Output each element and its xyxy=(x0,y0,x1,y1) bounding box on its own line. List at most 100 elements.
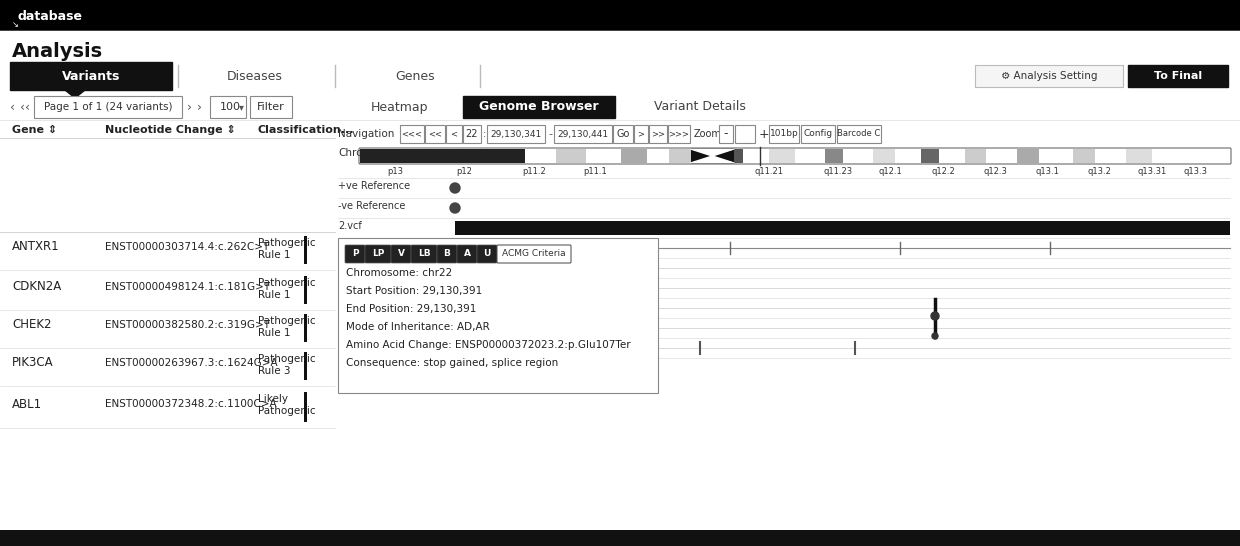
Text: Genes: Genes xyxy=(396,69,435,82)
Bar xyxy=(339,238,658,393)
Text: Classification...: Classification... xyxy=(258,125,355,135)
Text: ENST00000303714.4:c.262C>T: ENST00000303714.4:c.262C>T xyxy=(105,242,269,252)
Text: Heatmap: Heatmap xyxy=(371,100,429,114)
Text: >>: >> xyxy=(651,129,665,139)
Bar xyxy=(304,392,308,422)
Text: Rule 1: Rule 1 xyxy=(258,328,290,338)
Bar xyxy=(526,149,556,163)
FancyBboxPatch shape xyxy=(250,96,291,118)
Text: ▾: ▾ xyxy=(238,102,243,112)
Text: ENST00000372348.2:c.1100C>A: ENST00000372348.2:c.1100C>A xyxy=(105,399,277,409)
Bar xyxy=(304,352,308,380)
Text: <<: << xyxy=(428,129,441,139)
Bar xyxy=(455,221,1230,235)
Text: -ve Reference: -ve Reference xyxy=(339,201,405,211)
Text: End Position: 29,130,391: End Position: 29,130,391 xyxy=(346,304,476,314)
Bar xyxy=(769,149,795,163)
Text: ACMG Criteria: ACMG Criteria xyxy=(502,250,565,258)
Text: Diseases: Diseases xyxy=(227,69,283,82)
Text: 101bp: 101bp xyxy=(770,129,799,139)
Text: p11.1: p11.1 xyxy=(583,167,606,176)
Text: PIK3CA: PIK3CA xyxy=(12,357,53,370)
Text: Rule 1: Rule 1 xyxy=(258,290,290,300)
Text: Pathogenic: Pathogenic xyxy=(258,406,316,416)
FancyBboxPatch shape xyxy=(719,125,733,143)
Text: Variants: Variants xyxy=(62,69,120,82)
Text: Mode of Inheritance: AD,AR: Mode of Inheritance: AD,AR xyxy=(346,322,490,332)
Bar xyxy=(939,149,965,163)
FancyBboxPatch shape xyxy=(365,245,391,263)
Text: -: - xyxy=(548,129,552,139)
Text: 2.vcf: 2.vcf xyxy=(339,221,362,231)
Text: Page 1 of 1 (24 variants): Page 1 of 1 (24 variants) xyxy=(43,102,172,112)
Bar xyxy=(965,149,986,163)
Text: p11.2: p11.2 xyxy=(522,167,546,176)
Text: q11.23: q11.23 xyxy=(823,167,853,176)
Text: Variant Details: Variant Details xyxy=(653,100,746,114)
Text: Pathogenic: Pathogenic xyxy=(258,354,316,364)
Text: Analysis: Analysis xyxy=(12,42,103,61)
Text: LB: LB xyxy=(418,250,430,258)
Text: Genome Browser: Genome Browser xyxy=(479,100,599,114)
FancyBboxPatch shape xyxy=(210,96,246,118)
FancyBboxPatch shape xyxy=(769,125,799,143)
Text: ⚙ Analysis Setting: ⚙ Analysis Setting xyxy=(1001,71,1097,81)
FancyBboxPatch shape xyxy=(837,125,880,143)
FancyBboxPatch shape xyxy=(401,125,424,143)
Text: Likely: Likely xyxy=(258,394,288,404)
Text: q13.1: q13.1 xyxy=(1035,167,1059,176)
Text: Pathogenic: Pathogenic xyxy=(258,278,316,288)
FancyBboxPatch shape xyxy=(801,125,835,143)
Text: p13: p13 xyxy=(387,167,403,176)
Text: Zoom: Zoom xyxy=(694,129,722,139)
FancyBboxPatch shape xyxy=(487,125,546,143)
Bar xyxy=(895,149,921,163)
Text: 22: 22 xyxy=(466,129,479,139)
Text: Rule 1: Rule 1 xyxy=(258,250,290,260)
Text: 100: 100 xyxy=(219,102,241,112)
Text: V: V xyxy=(398,250,404,258)
FancyBboxPatch shape xyxy=(668,125,689,143)
Text: Pathogenic: Pathogenic xyxy=(258,316,316,326)
Text: To Final: To Final xyxy=(1154,71,1202,81)
Text: Barcode C: Barcode C xyxy=(837,129,880,139)
Text: Config: Config xyxy=(804,129,832,139)
Bar xyxy=(0,30,1240,31)
Bar xyxy=(463,96,615,118)
Text: +ve Reference: +ve Reference xyxy=(339,181,410,191)
Text: ‹: ‹ xyxy=(10,100,15,114)
Text: Amino Acid Change: ENSP00000372023.2:p.Glu107Ter: Amino Acid Change: ENSP00000372023.2:p.G… xyxy=(346,340,631,350)
FancyBboxPatch shape xyxy=(735,125,755,143)
FancyBboxPatch shape xyxy=(613,125,632,143)
Bar xyxy=(986,149,1017,163)
Text: q12.1: q12.1 xyxy=(879,167,903,176)
FancyBboxPatch shape xyxy=(975,65,1123,87)
FancyBboxPatch shape xyxy=(425,125,445,143)
FancyBboxPatch shape xyxy=(458,245,477,263)
FancyBboxPatch shape xyxy=(410,245,436,263)
Text: A: A xyxy=(464,250,470,258)
Bar xyxy=(1152,149,1230,163)
Text: ›: › xyxy=(187,100,192,114)
Circle shape xyxy=(931,312,939,320)
Bar xyxy=(304,276,308,304)
Text: B: B xyxy=(444,250,450,258)
Bar xyxy=(556,149,587,163)
Bar xyxy=(843,149,873,163)
Text: 29,130,341: 29,130,341 xyxy=(490,129,542,139)
Bar xyxy=(304,314,308,342)
Text: q12.3: q12.3 xyxy=(983,167,1007,176)
Text: 29,130,441: 29,130,441 xyxy=(558,129,609,139)
Bar xyxy=(795,149,826,163)
Bar xyxy=(921,149,939,163)
Text: q11.21: q11.21 xyxy=(754,167,784,176)
Bar xyxy=(10,62,172,90)
Text: Chromosome: chr22: Chromosome: chr22 xyxy=(346,268,453,278)
Bar xyxy=(1128,65,1228,87)
Text: CDKN2A: CDKN2A xyxy=(12,281,61,294)
Text: ENST00000498124.1:c.181G>T: ENST00000498124.1:c.181G>T xyxy=(105,282,270,292)
Text: ABL1: ABL1 xyxy=(12,397,42,411)
Text: Gene ⇕: Gene ⇕ xyxy=(12,125,57,135)
FancyBboxPatch shape xyxy=(436,245,458,263)
Text: q13.2: q13.2 xyxy=(1087,167,1111,176)
